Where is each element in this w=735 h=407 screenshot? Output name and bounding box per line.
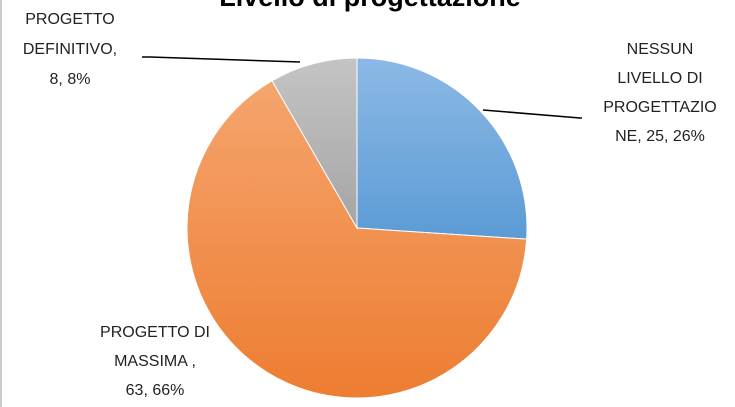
leader-line — [482, 109, 582, 119]
data-label: LIVELLO DI — [617, 70, 702, 87]
data-label: DEFINITIVO, — [23, 41, 117, 58]
pie-slice — [356, 57, 528, 240]
data-label: PROGETTAZIO — [603, 99, 716, 116]
leader-line — [142, 56, 301, 63]
data-label: PROGETTO DI — [100, 324, 210, 341]
chart-title: Livello di progettazione — [219, 0, 521, 12]
pie-slice — [271, 57, 358, 230]
data-label: 63, 66% — [126, 382, 185, 399]
data-label: PROGETTO — [25, 11, 115, 28]
pie-slice — [186, 80, 528, 399]
data-label: MASSIMA , — [114, 353, 196, 370]
data-label: NE, 25, 26% — [615, 128, 705, 145]
data-label: NESSUN — [627, 41, 694, 58]
data-label: 8, 8% — [50, 71, 91, 88]
